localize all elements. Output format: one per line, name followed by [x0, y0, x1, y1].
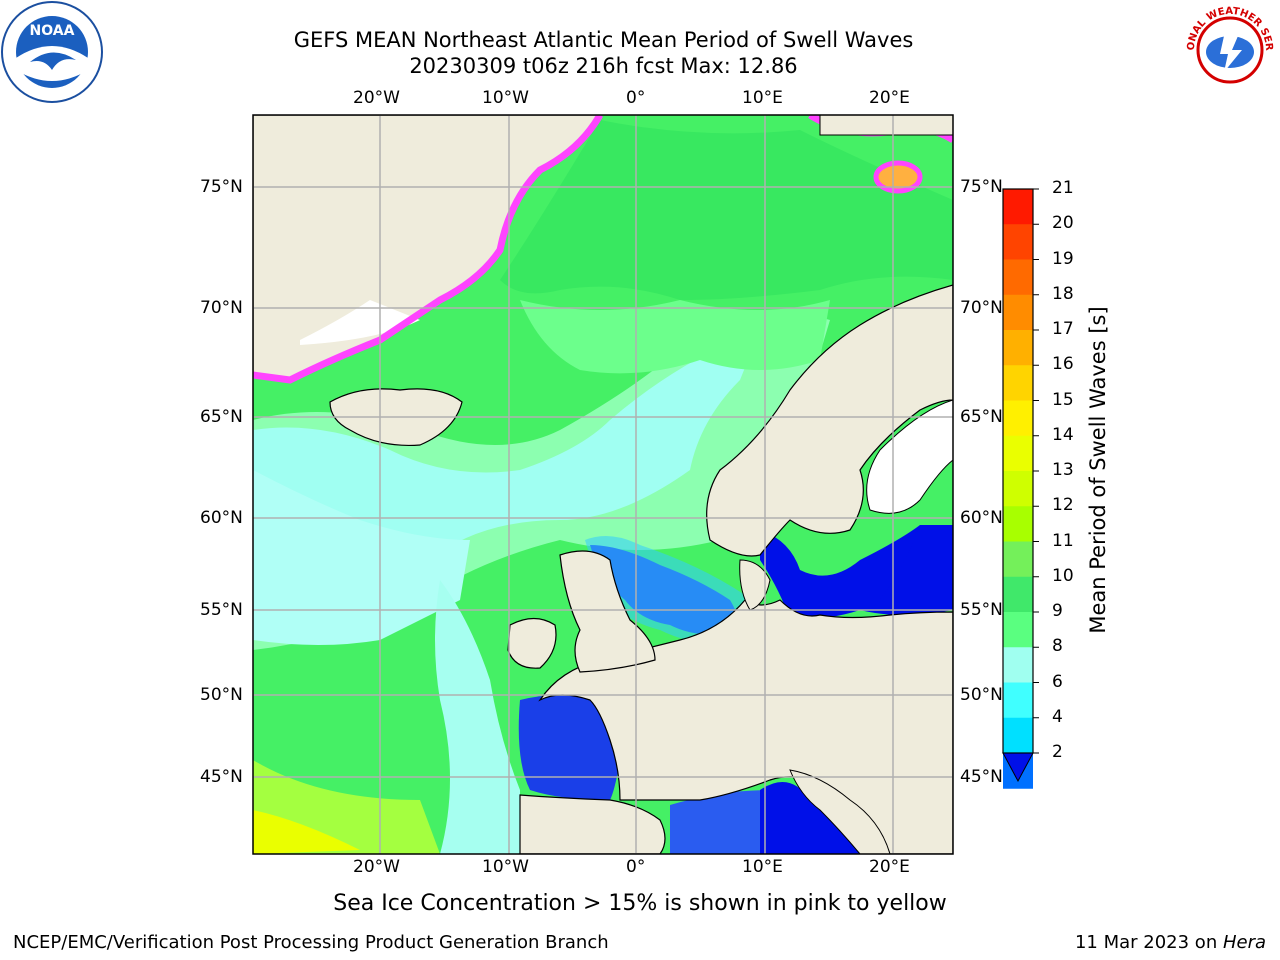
swell-band-max [253, 810, 360, 854]
lon-label-bottom-0: 0° [626, 857, 646, 877]
footer-credit: NCEP/EMC/Verification Post Processing Pr… [13, 932, 609, 953]
colorbar-segment [1003, 541, 1033, 578]
chart-title: GEFS MEAN Northeast Atlantic Mean Period… [293, 28, 914, 52]
colorbar-tick-label: 20 [1052, 213, 1074, 234]
lon-label-top-10e: 10°E [742, 88, 783, 108]
scandinavia [706, 284, 953, 557]
lat-label-left-55n: 55°N [200, 600, 243, 620]
colorbar-tick-label: 17 [1052, 319, 1074, 339]
lon-label-bottom-20w: 20°W [353, 857, 400, 877]
map-frame [252, 114, 954, 855]
sea-ice-note: Sea Ice Concentration > 15% is shown in … [333, 891, 947, 916]
swell-band-north [500, 120, 953, 300]
colorbar-tick-label: 18 [1052, 283, 1074, 304]
colorbar-tick-label: 13 [1052, 460, 1074, 480]
colorbar-tick-label: 9 [1052, 601, 1063, 621]
swell-band-low-2 [253, 470, 470, 645]
footer-host: Hera [1222, 932, 1266, 953]
colorbar-segment [1003, 506, 1033, 542]
sea-ice-edge [253, 115, 604, 384]
colorbar-segment [1003, 435, 1033, 472]
noaa-logo: NOAA [1, 1, 103, 103]
lat-label-right-65n: 65°N [960, 407, 1003, 427]
lon-label-top-0: 0° [626, 88, 646, 108]
great-britain [559, 550, 656, 673]
colorbar-segment [1003, 647, 1033, 683]
colorbar-tick-label: 10 [1052, 565, 1074, 586]
colorbar-tick-label: 4 [1052, 706, 1063, 727]
colorbar-segment [1003, 294, 1033, 331]
colorbar-segment [1003, 365, 1033, 401]
lat-label-right-45n: 45°N [960, 767, 1003, 787]
lat-label-left-75n: 75°N [200, 177, 243, 197]
lat-label-left-60n: 60°N [200, 508, 243, 528]
lat-label-right-50n: 50°N [960, 685, 1003, 705]
lat-label-right-70n: 70°N [960, 298, 1003, 318]
lon-label-bottom-10e: 10°E [742, 857, 783, 877]
colorbar-segment [1003, 259, 1033, 296]
colorbar-segment [1003, 400, 1033, 437]
colorbar-segment [1003, 189, 1033, 225]
colorbar-frame [1002, 188, 1034, 754]
colorbar-tick-label: 2 [1052, 742, 1063, 762]
colorbar-tick-label: 15 [1052, 389, 1074, 410]
colorbar-tick-label: 11 [1052, 530, 1074, 551]
lon-label-top-10w: 10°W [482, 88, 529, 108]
colorbar-segment [1003, 682, 1033, 719]
lat-label-left-50n: 50°N [200, 685, 243, 705]
colorbar-segment [1003, 612, 1033, 648]
graticule [253, 115, 953, 854]
noaa-logo-text: NOAA [30, 23, 75, 39]
colorbar-tick-label: 16 [1052, 354, 1074, 375]
lat-label-left-45n: 45°N [200, 767, 243, 787]
denmark [739, 559, 771, 611]
colorbar-segment [1003, 471, 1033, 507]
colorbar-tick-label: 21 [1052, 178, 1074, 198]
map-area [253, 115, 953, 854]
lon-label-bottom-20e: 20°E [869, 857, 910, 877]
colorbar-segment [1003, 224, 1033, 260]
lon-label-top-20e: 20°E [869, 88, 910, 108]
colorbar-segment [1003, 330, 1033, 366]
iberia [519, 794, 666, 854]
colorbar-tick-label: 14 [1052, 424, 1074, 445]
nws-logo: NATIONAL WEATHER SERVICE [1180, 0, 1278, 98]
sea-ice-patch [873, 160, 923, 194]
colorbar-tick-label: 19 [1052, 248, 1074, 269]
ireland [507, 617, 557, 669]
colorbar-segment [1003, 717, 1033, 754]
colorbar-segment [1003, 576, 1033, 613]
lon-label-top-20w: 20°W [353, 88, 400, 108]
lat-label-left-70n: 70°N [200, 298, 243, 318]
colorbar-title: Mean Period of Swell Waves [s] [1086, 306, 1110, 634]
biscay-low [518, 695, 620, 800]
swell-band-coastal [435, 580, 520, 854]
footer-date: 11 Mar 2023 on Hera [1075, 932, 1266, 953]
lat-label-left-65n: 65°N [200, 407, 243, 427]
colorbar-tick-label: 12 [1052, 495, 1074, 516]
lon-label-bottom-10w: 10°W [482, 857, 529, 877]
footer-date-text: 11 Mar 2023 on [1074, 932, 1223, 953]
chart-subtitle: 20230309 t06z 216h fcst Max: 12.86 [409, 54, 798, 78]
lat-label-right-75n: 75°N [960, 177, 1003, 197]
colorbar-tick-label: 6 [1052, 671, 1063, 692]
colorbar-tick-label: 8 [1052, 636, 1063, 657]
lat-label-right-60n: 60°N [960, 508, 1003, 528]
lat-label-right-55n: 55°N [960, 600, 1003, 620]
